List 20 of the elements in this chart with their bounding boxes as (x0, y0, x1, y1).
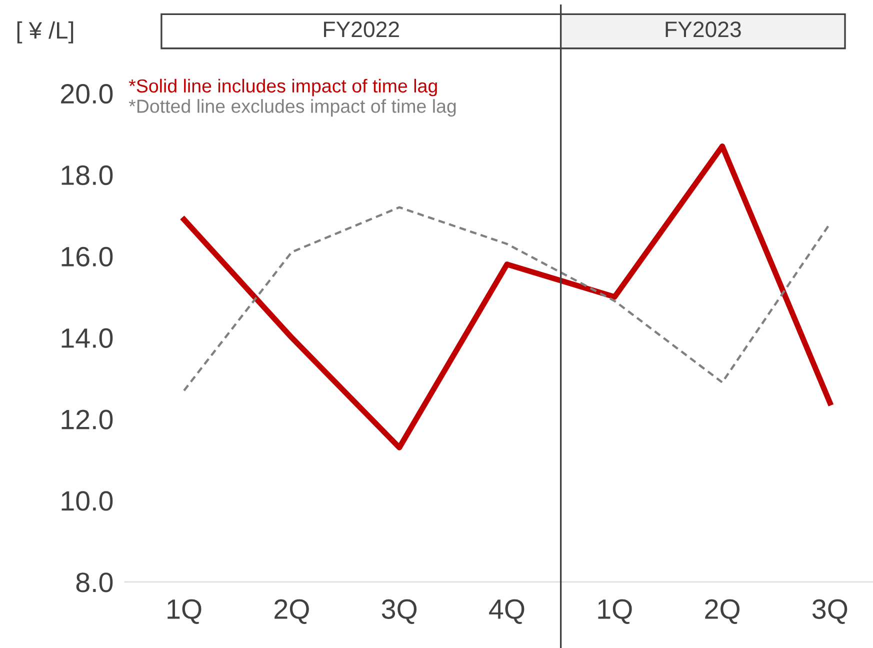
x-tick-label: 4Q (489, 599, 524, 624)
y-tick-label: 12.0 (62, 410, 113, 430)
text: *Dotted line excludes impact of time lag (128, 99, 456, 117)
y-tick-label: 18.0 (62, 165, 113, 186)
x-tick-label: 2Q (274, 599, 309, 624)
text: FY2023 (666, 21, 741, 38)
text: *Solid line includes impact of time lag (128, 78, 437, 96)
text: FY2022 (324, 21, 399, 38)
y-tick-label: 10.0 (62, 491, 113, 511)
y-tick-label: 16.0 (62, 246, 113, 267)
line-series (182, 206, 832, 392)
x-tick-label: 3Q (382, 599, 417, 624)
x-tick-label: 1Q (598, 599, 632, 624)
y-axis-title: [ ¥ /L] (17, 21, 74, 44)
y-tick-label: 20.0 (61, 84, 113, 104)
x-tick-label: 1Q (168, 599, 202, 624)
x-tick-label: 2Q (705, 599, 740, 624)
y-tick-label: 8.0 (76, 572, 113, 592)
y-tick-label: 14.0 (62, 328, 113, 348)
x-tick-label: 3Q (812, 599, 848, 624)
